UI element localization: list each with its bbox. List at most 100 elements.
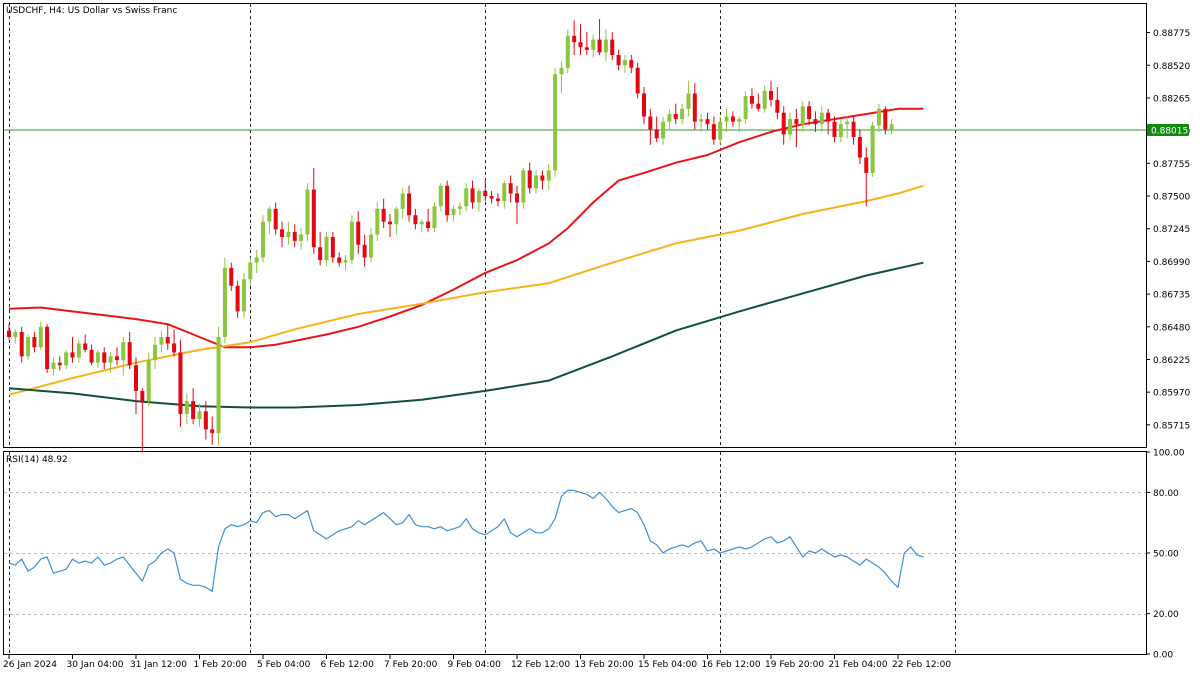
candle — [534, 170, 539, 194]
candle-body — [305, 189, 310, 235]
candle — [565, 29, 570, 73]
price-tick-label: 0.86480 — [1153, 323, 1190, 333]
candle-body — [38, 326, 43, 348]
candle — [368, 228, 373, 263]
candle-body — [261, 221, 265, 258]
candle — [26, 334, 31, 361]
candle — [229, 262, 234, 291]
candle-body — [489, 196, 494, 199]
candle — [546, 163, 551, 190]
candle-body — [299, 234, 304, 241]
candle — [273, 202, 278, 235]
current-price-badge-box — [1147, 123, 1189, 136]
candle-body — [883, 108, 888, 130]
candle-body — [413, 215, 418, 225]
candle-body — [819, 112, 824, 125]
candle — [686, 80, 691, 117]
candle-body — [622, 60, 627, 66]
candle — [819, 106, 824, 132]
candle — [95, 349, 100, 368]
candle-body — [95, 352, 100, 363]
candle-body — [197, 411, 202, 420]
candle-body — [286, 231, 291, 238]
time-tick-label: 13 Feb 20:00 — [575, 660, 634, 670]
candle-body — [597, 39, 602, 53]
candle-body — [45, 326, 50, 370]
candle — [813, 111, 818, 132]
candle-body — [616, 54, 621, 66]
candle — [184, 393, 189, 425]
candle — [375, 202, 380, 241]
candle-body — [70, 352, 75, 358]
candle — [267, 206, 272, 235]
candle — [540, 170, 545, 190]
candle-body — [680, 108, 685, 120]
candle — [70, 337, 75, 363]
rsi-tick-label: 50.00 — [1153, 550, 1179, 560]
candle-body — [388, 221, 392, 225]
candle — [642, 87, 646, 125]
candle — [445, 180, 450, 222]
price-tick-label: 0.86735 — [1153, 291, 1190, 301]
candle — [673, 103, 678, 125]
candle-body — [318, 247, 323, 261]
candle-body — [121, 342, 126, 361]
candle — [699, 113, 704, 132]
candle-body — [635, 67, 640, 94]
time-tick-label: 12 Feb 12:00 — [511, 660, 570, 670]
candle — [597, 19, 602, 55]
candle-body — [794, 119, 799, 125]
candle-body — [426, 221, 431, 229]
candle-body — [495, 198, 500, 202]
candle-body — [178, 352, 183, 414]
candle — [883, 106, 888, 135]
price-tick-label: 0.86225 — [1153, 356, 1190, 366]
candle — [635, 62, 640, 99]
candle-body — [108, 356, 113, 363]
price-tick-label: 0.85715 — [1153, 421, 1190, 431]
candle — [121, 337, 126, 376]
candle-body — [432, 206, 437, 229]
candle — [146, 352, 151, 407]
candle — [419, 219, 424, 232]
candle — [280, 221, 285, 248]
candle — [515, 185, 519, 225]
candle — [470, 180, 475, 209]
candle-body — [667, 113, 672, 122]
candle — [692, 83, 697, 130]
candle-body — [7, 330, 11, 338]
candle-body — [445, 185, 450, 216]
candle-body — [159, 337, 164, 345]
candle-body — [222, 267, 227, 338]
candle-body — [591, 39, 596, 50]
candle — [330, 231, 335, 263]
candle-body — [788, 119, 793, 135]
time-tick-label: 31 Jan 12:00 — [130, 660, 187, 670]
candle — [337, 252, 342, 267]
candle — [172, 329, 177, 357]
candle — [159, 330, 164, 353]
time-tick-label: 19 Feb 20:00 — [765, 660, 824, 670]
period-separators — [9, 4, 956, 654]
candle — [235, 280, 240, 318]
candle — [356, 211, 361, 254]
time-tick-label: 22 Feb 12:00 — [892, 660, 951, 670]
candle-body — [857, 137, 862, 158]
candle — [286, 221, 291, 245]
moving-average-ma_slow — [8, 261, 924, 409]
candle — [749, 88, 754, 109]
rsi-series — [8, 489, 924, 593]
candle-body — [64, 352, 69, 366]
candle — [407, 185, 412, 222]
time-tick-label: 6 Feb 12:00 — [321, 660, 375, 670]
time-tick-label: 15 Feb 04:00 — [638, 660, 697, 670]
candle — [51, 357, 56, 376]
candle-body — [629, 60, 634, 68]
candle — [254, 249, 259, 273]
candle — [248, 257, 253, 286]
candle — [89, 344, 94, 366]
price-axis: 0.887750.885200.882650.880100.877550.875… — [1146, 29, 1190, 431]
candle — [464, 183, 469, 212]
candle — [629, 54, 634, 73]
